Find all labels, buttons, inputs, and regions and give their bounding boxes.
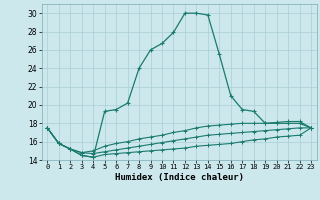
- X-axis label: Humidex (Indice chaleur): Humidex (Indice chaleur): [115, 173, 244, 182]
